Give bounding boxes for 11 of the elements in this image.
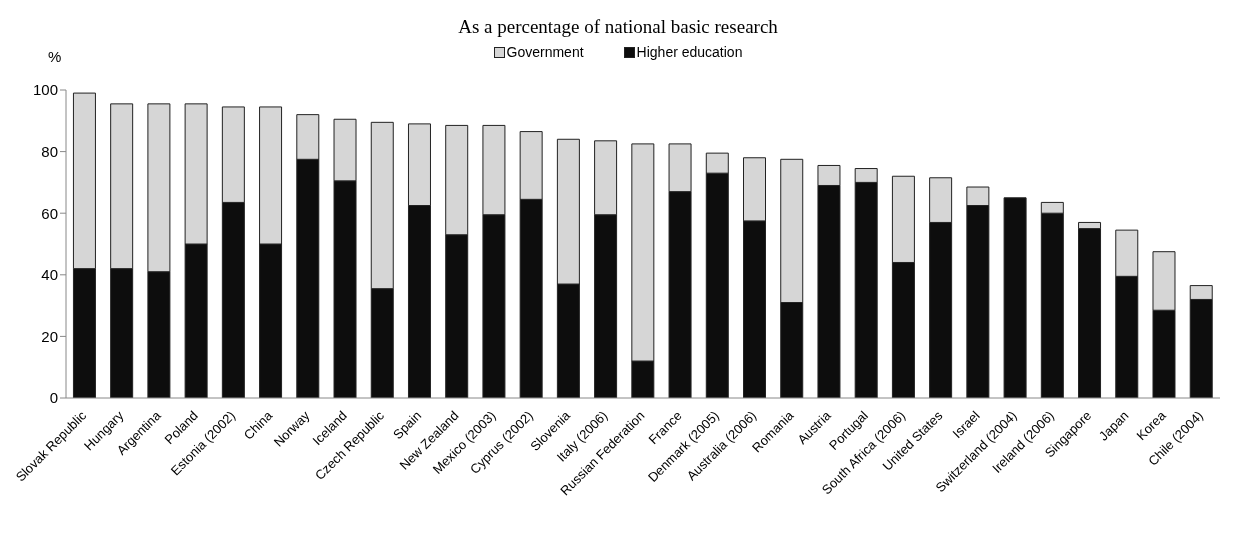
y-tick-label: 100: [32, 81, 58, 99]
y-tick-label: 40: [41, 266, 58, 284]
y-tick-label: 80: [41, 142, 58, 160]
bar: [1003, 197, 1027, 398]
y-tick-label: 20: [41, 327, 58, 345]
legend-label: Higher education: [635, 44, 743, 60]
y-axis-title: %: [48, 48, 62, 65]
y-tick-label: 60: [41, 204, 58, 222]
chart-title: As a percentage of national basic research: [457, 16, 779, 38]
legend-label: Government: [505, 44, 584, 60]
y-tick-label: 0: [49, 389, 58, 407]
